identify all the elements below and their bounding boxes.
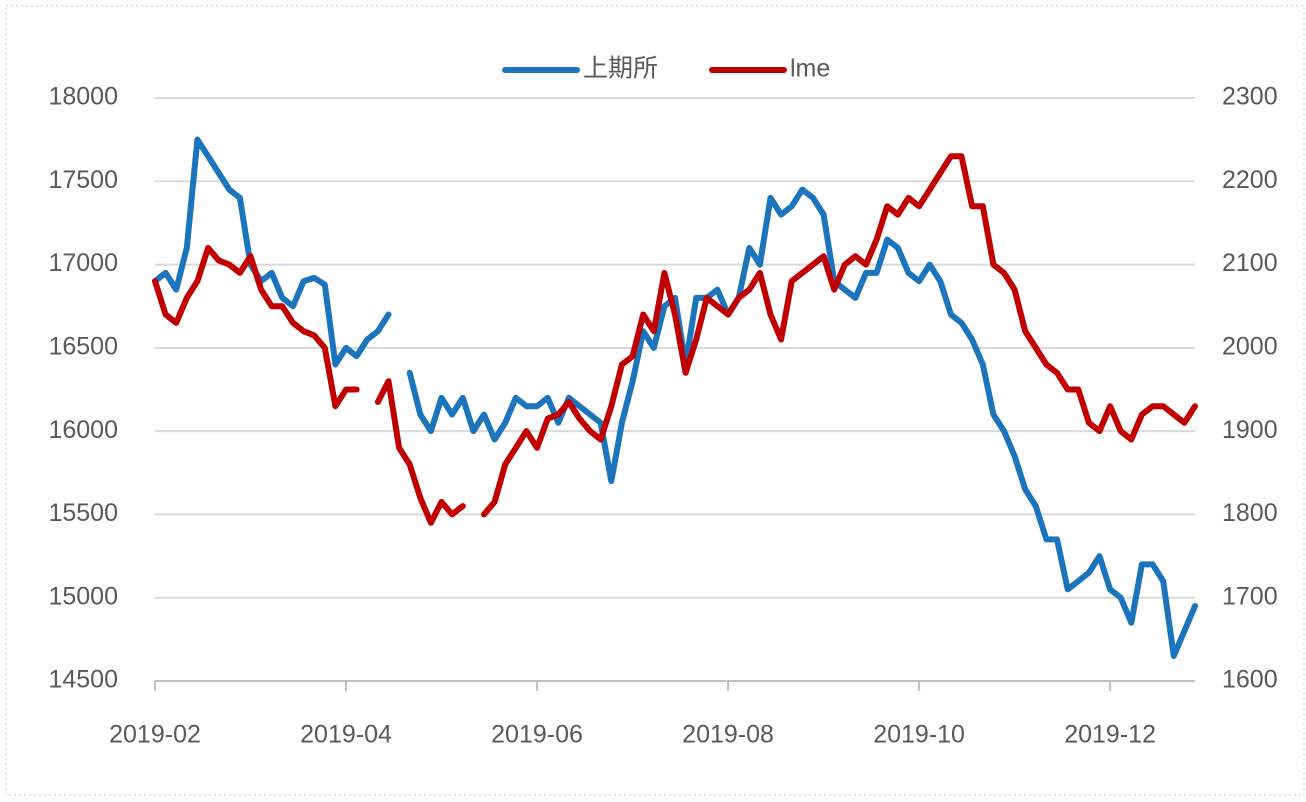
y2-tick-label: 1900 bbox=[1222, 416, 1278, 444]
legend-label: lme bbox=[790, 55, 830, 83]
series-line bbox=[152, 244, 360, 410]
series-line bbox=[152, 136, 392, 368]
legend-label: 上期所 bbox=[583, 55, 658, 83]
x-tick-label: 2019-06 bbox=[491, 721, 583, 749]
y-tick-label: 16000 bbox=[48, 416, 118, 444]
frame bbox=[5, 5, 1305, 796]
y-tick-label: 17000 bbox=[48, 249, 118, 277]
y2-tick-label: 2100 bbox=[1222, 249, 1278, 277]
series-line bbox=[406, 186, 1198, 659]
y2-tick-label: 1600 bbox=[1222, 666, 1278, 694]
x-tick-label: 2019-08 bbox=[682, 721, 774, 749]
y2-tick-label: 2300 bbox=[1222, 83, 1278, 111]
y-tick-label: 15000 bbox=[48, 582, 118, 610]
series-line bbox=[481, 153, 1198, 518]
y2-tick-label: 1700 bbox=[1222, 582, 1278, 610]
y-tick-label: 18000 bbox=[48, 83, 118, 111]
x-tick-label: 2019-12 bbox=[1064, 721, 1156, 749]
y-tick-label: 17500 bbox=[48, 166, 118, 194]
y2-tick-label: 2000 bbox=[1222, 332, 1278, 360]
y-tick-label: 15500 bbox=[48, 499, 118, 527]
y-tick-label: 16500 bbox=[48, 332, 118, 360]
y2-tick-label: 2200 bbox=[1222, 166, 1278, 194]
x-tick-label: 2019-02 bbox=[109, 721, 201, 749]
y2-tick-label: 1800 bbox=[1222, 499, 1278, 527]
series-line bbox=[374, 378, 466, 526]
y-tick-label: 14500 bbox=[48, 666, 118, 694]
x-tick-label: 2019-04 bbox=[300, 721, 392, 749]
x-tick-label: 2019-10 bbox=[873, 721, 965, 749]
